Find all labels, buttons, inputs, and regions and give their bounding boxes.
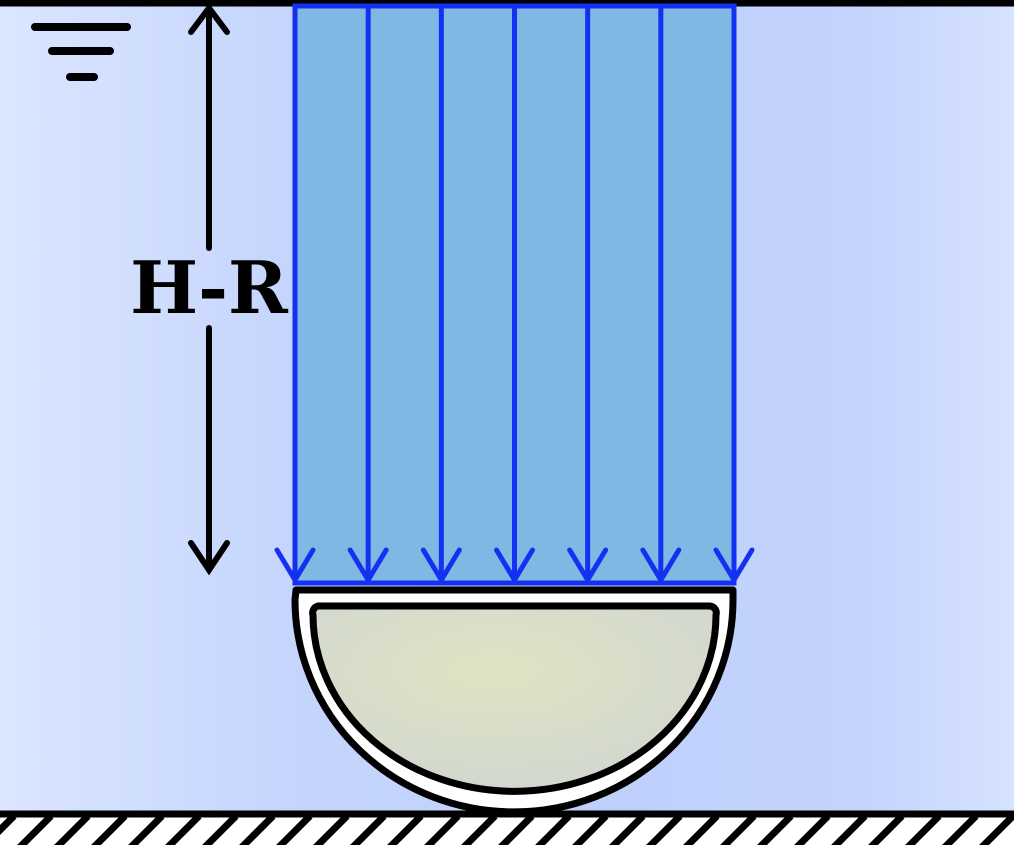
- dimension-arrow-icon: [188, 2, 230, 576]
- ground-hatch-line: [239, 816, 276, 845]
- ground-hatch-line: [757, 816, 794, 845]
- hemisphere: [291, 586, 737, 816]
- ground-hatch-line: [424, 816, 461, 845]
- ground-hatch-line: [498, 816, 535, 845]
- pressure-arrow: [420, 6, 462, 583]
- ground-hatch-line: [683, 816, 720, 845]
- ground-hatch-line: [720, 816, 757, 845]
- pressure-arrow: [567, 6, 609, 583]
- ground-hatch-line: [202, 816, 239, 845]
- ground-hatch-line: [831, 816, 868, 845]
- ground-hatch-line: [794, 816, 831, 845]
- ground-hatch-line: [535, 816, 572, 845]
- ground-hatch-line: [572, 816, 609, 845]
- ground-hatch-line: [17, 816, 54, 845]
- ground-hatch-line: [387, 816, 424, 845]
- ground-hatch-line: [276, 816, 313, 845]
- ground-hatch-line: [0, 816, 17, 835]
- ground-hatch-line: [942, 816, 979, 845]
- ground-hatch-icon: [0, 816, 1014, 845]
- ground-hatch-line: [128, 816, 165, 845]
- dimension-label: H-R: [130, 245, 289, 330]
- ground-hatch-line: [979, 816, 1014, 845]
- pressure-arrow: [494, 6, 535, 583]
- ground-hatch-line: [609, 816, 646, 845]
- pressure-arrow: [713, 6, 755, 583]
- pressure-arrow: [640, 6, 682, 583]
- pressure-arrows: [274, 6, 755, 583]
- ground-hatch-line: [461, 816, 498, 845]
- ground-hatch-line: [905, 816, 942, 845]
- pressure-arrow: [347, 6, 389, 583]
- ground-hatch-line: [646, 816, 683, 845]
- ground-hatch-line: [165, 816, 202, 845]
- free-surface-icon: [31, 23, 131, 81]
- ground-hatch-line: [54, 816, 91, 845]
- ground-hatch-line: [313, 816, 350, 845]
- ground-hatch-line: [350, 816, 387, 845]
- pressure-arrow: [274, 6, 316, 583]
- ground-hatch-line: [91, 816, 128, 845]
- ground-hatch-line: [868, 816, 905, 845]
- hemisphere-inner-body: [309, 602, 720, 795]
